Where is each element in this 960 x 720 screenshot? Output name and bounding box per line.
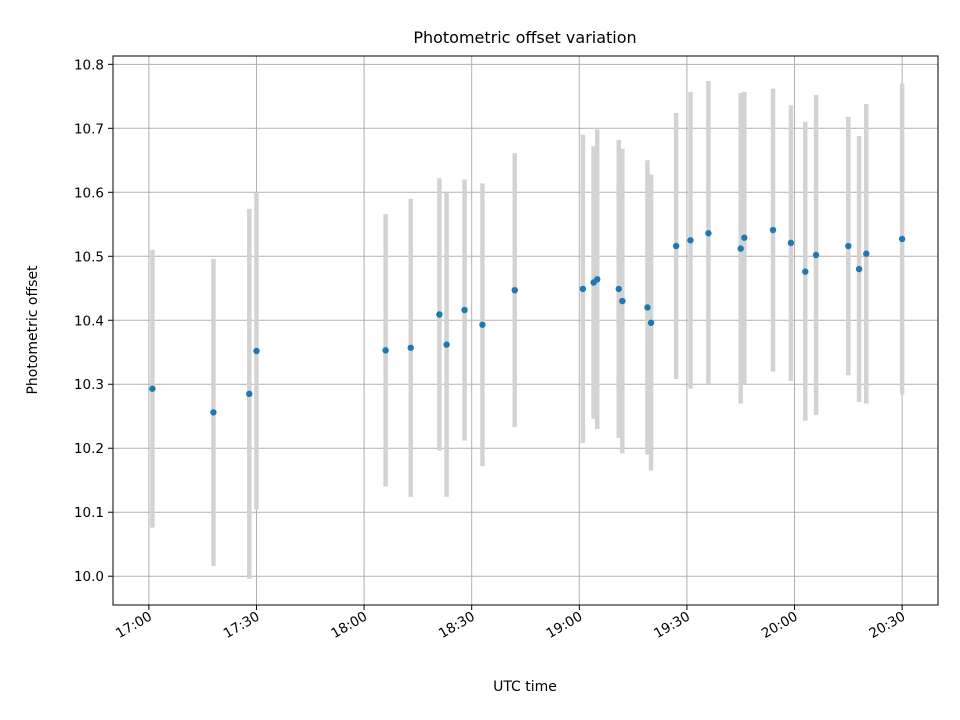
data-point <box>615 285 622 293</box>
x-tick-label: 20:00 <box>759 609 801 642</box>
data-point <box>863 250 870 257</box>
data-point <box>787 239 795 247</box>
data-point <box>479 321 486 328</box>
data-point <box>845 242 852 250</box>
data-point <box>672 242 680 250</box>
y-tick-label: 10.5 <box>74 249 104 265</box>
data-point <box>210 409 217 416</box>
y-tick-label: 10.8 <box>74 57 104 73</box>
y-tick-label: 10.3 <box>74 377 104 393</box>
x-axis-title: UTC time <box>493 679 557 695</box>
data-point <box>769 226 777 234</box>
data-point <box>644 304 651 311</box>
y-tick-label: 10.7 <box>74 121 104 137</box>
x-axis-ticks: 17:00 17:30 18:00 18:30 19:00 19:30 20:00 20:30 <box>113 605 908 642</box>
data-point <box>253 347 260 355</box>
chart-title: Photometric offset variation <box>413 28 636 47</box>
error-bars <box>150 80 905 579</box>
y-tick-label: 10.2 <box>74 441 104 457</box>
y-axis-ticks: 10.0 10.1 10.2 10.3 10.4 10.5 10.6 10.7 10.8 <box>74 57 113 585</box>
x-tick-label: 19:00 <box>544 609 586 642</box>
data-point <box>737 245 744 252</box>
x-tick-label: 18:00 <box>328 609 370 642</box>
y-tick-label: 10.0 <box>74 569 104 585</box>
data-point <box>687 237 694 244</box>
y-tick-label: 10.6 <box>74 185 104 201</box>
data-point <box>461 306 468 314</box>
y-tick-label: 10.4 <box>74 313 104 329</box>
data-point <box>619 297 626 305</box>
data-point <box>812 251 820 259</box>
data-point <box>579 285 587 293</box>
x-tick-label: 17:30 <box>221 609 263 642</box>
x-tick-label: 19:30 <box>651 609 693 642</box>
data-point <box>149 385 156 392</box>
data-point <box>802 268 809 275</box>
data-point <box>511 286 518 294</box>
data-point <box>407 344 414 351</box>
y-axis-title: Photometric offset <box>25 265 41 395</box>
data-point <box>898 235 906 243</box>
data-point <box>855 265 863 273</box>
x-tick-label: 18:30 <box>436 609 478 642</box>
y-tick-label: 10.1 <box>74 505 104 521</box>
data-point <box>382 347 389 354</box>
data-point <box>246 390 253 398</box>
data-point <box>594 276 601 283</box>
data-point <box>443 341 450 348</box>
plot-frame <box>112 55 939 606</box>
data-point <box>436 311 443 318</box>
data-point <box>647 319 655 327</box>
x-tick-label: 17:00 <box>113 609 155 642</box>
data-point <box>705 230 712 237</box>
data-point <box>741 234 748 241</box>
data-points <box>149 226 906 416</box>
x-tick-label: 20:30 <box>866 609 908 642</box>
